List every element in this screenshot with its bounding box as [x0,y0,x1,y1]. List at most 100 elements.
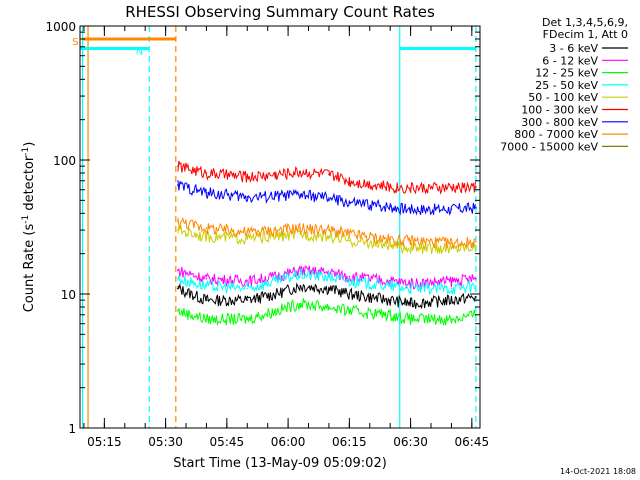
data-point [246,287,249,290]
data-point [275,229,277,231]
legend-label: 6 - 12 keV [542,54,598,67]
data-point [205,299,208,301]
data-point [177,184,179,186]
data-point [389,313,391,316]
data-point [409,287,412,290]
flag-bars: SN [72,37,476,57]
x-tick-label: 06:45 [455,435,490,449]
series-line [177,265,476,291]
data-point [205,235,208,237]
data-point [299,285,302,287]
data-point [205,277,208,280]
data-point [205,227,208,229]
legend-header-line-1: Det 1,3,4,5,6,9, [542,16,628,29]
series-2 [177,298,477,327]
data-point [328,287,330,290]
interval-markers [81,26,477,428]
data-point [246,299,249,301]
data-point [299,170,302,173]
data-point [275,173,277,176]
data-point [450,287,453,290]
y-tick-label: 1000 [45,20,76,34]
data-point [328,229,330,231]
data-point [246,237,249,240]
data-point [475,241,477,243]
data-point [348,309,351,312]
legend-label: 3 - 6 keV [549,42,598,55]
data-point [409,239,412,242]
data-point [328,235,330,237]
y-axis: 1 10 100 1000 [45,20,480,436]
data-point [389,299,391,301]
data-point [450,247,453,249]
data-point [177,165,179,167]
data-point [299,273,302,276]
data-point [450,299,453,301]
series-line [177,180,476,216]
data-point [177,287,179,290]
generated-timestamp: 14-Oct-2021 18:08 [560,467,636,476]
data-point [348,233,351,235]
data-point [409,247,412,249]
data-point [246,175,249,178]
data-point [409,302,412,305]
data-point [348,293,351,295]
data-point [246,196,249,198]
data-point [409,187,412,189]
data-point [177,269,179,272]
data-point [389,205,391,208]
series-line [177,268,476,295]
legend-label: 800 - 7000 keV [514,128,598,141]
data-point [299,193,302,196]
data-point [246,231,249,233]
data-point [348,280,351,282]
x-axis: 05:15 05:30 05:45 06:00 06:15 06:30 06:45 [83,26,490,449]
y-axis-label: Count Rate (s-1 detector-1) [21,142,37,313]
data-point [348,179,351,182]
x-tick-label: 05:15 [87,435,122,449]
x-tick-label: 05:45 [210,435,245,449]
series-6 [177,180,477,216]
data-point [275,293,277,295]
data-point [348,239,351,242]
data-point [450,187,453,189]
data-point [409,282,412,285]
data-point [450,318,453,320]
data-point [450,242,453,244]
plot-frame [79,25,481,429]
data-point [475,285,477,287]
data-point [389,238,391,241]
chart-title: RHESSI Observing Summary Count Rates [125,3,435,21]
data-point [246,280,249,282]
data-point [299,302,302,305]
data-point [328,173,330,176]
data-point [475,296,477,298]
data-point [475,206,477,209]
legend-label: 12 - 25 keV [535,67,598,80]
data-point [389,186,391,188]
series-line [177,160,476,195]
series-line [177,216,476,249]
legend-label: 7000 - 15000 keV [500,140,598,153]
x-axis-label: Start Time (13-May-09 05:09:02) [173,456,387,471]
series-3 [177,268,477,295]
x-tick-label: 06:30 [393,435,428,449]
legend-label: 100 - 300 keV [521,104,598,117]
series-7 [177,216,477,249]
y-tick-label: 10 [61,288,76,302]
data-point [177,229,179,231]
series-layer [177,160,477,327]
data-point [205,172,208,174]
data-point [475,277,477,280]
data-point [177,220,179,222]
data-point [205,318,208,320]
legend-label: 50 - 100 keV [528,91,598,104]
flag-label: N [136,46,143,57]
data-point [348,201,351,204]
y-tick-label: 100 [53,154,76,168]
data-point [328,306,330,308]
data-point [475,186,477,188]
series-5 [177,160,477,195]
data-point [328,275,330,278]
